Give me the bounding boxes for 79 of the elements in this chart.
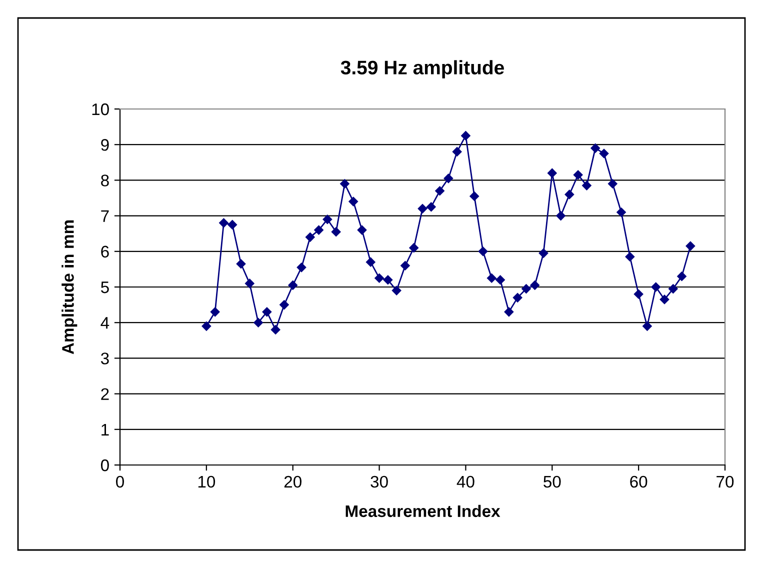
point — [686, 241, 696, 251]
point — [383, 275, 393, 285]
point — [470, 192, 479, 201]
x-tick-label: 70 — [716, 476, 734, 488]
point — [366, 257, 376, 267]
point — [651, 282, 660, 292]
point — [642, 322, 652, 331]
x-tick-label: 50 — [544, 476, 561, 488]
point — [573, 170, 583, 180]
point — [296, 262, 306, 272]
y-tick-label: 8 — [101, 174, 109, 186]
y-tick-label: 6 — [101, 246, 109, 258]
point — [392, 286, 402, 296]
point — [340, 179, 350, 188]
point — [478, 246, 488, 256]
point — [435, 186, 444, 196]
point — [512, 293, 522, 302]
point — [548, 168, 557, 178]
point — [236, 259, 246, 268]
y-tick-label: 4 — [100, 317, 110, 329]
y-tick-label: 1 — [102, 424, 109, 436]
point — [331, 227, 341, 236]
point — [306, 232, 315, 242]
point — [452, 147, 462, 156]
y-axis-title: Amplitude in mm — [62, 220, 78, 354]
y-tick-label: 3 — [100, 352, 109, 364]
point — [608, 179, 618, 188]
point — [219, 218, 228, 228]
point — [556, 211, 566, 220]
chart-title: 3.59 Hz amplitude — [340, 60, 504, 78]
y-tick-label: 5 — [100, 282, 109, 294]
point — [530, 280, 540, 290]
point — [357, 225, 367, 235]
point — [582, 180, 592, 190]
point — [590, 144, 600, 153]
point — [625, 252, 635, 262]
point — [254, 318, 263, 328]
point — [426, 202, 436, 212]
point — [202, 322, 212, 331]
y-tick-label: 10 — [92, 103, 109, 116]
x-tick-label: 20 — [284, 476, 302, 488]
point — [348, 196, 358, 206]
point — [487, 273, 496, 283]
x-tick-label: 10 — [198, 476, 216, 488]
point — [400, 261, 410, 270]
point — [288, 280, 298, 290]
x-tick-label: 0 — [116, 476, 124, 488]
point — [668, 284, 678, 294]
point — [496, 275, 505, 285]
point — [538, 248, 548, 258]
x-tick-label: 60 — [630, 476, 648, 488]
point — [660, 294, 670, 304]
y-tick-label: 2 — [101, 388, 109, 400]
point — [504, 307, 514, 317]
point — [409, 243, 418, 252]
point — [634, 289, 644, 299]
point — [245, 278, 254, 288]
point — [270, 325, 280, 334]
point — [228, 220, 237, 230]
point — [262, 307, 272, 317]
point — [564, 190, 574, 200]
point — [418, 204, 428, 214]
point — [444, 174, 454, 184]
point — [522, 284, 531, 294]
x-tick-label: 40 — [456, 476, 474, 488]
point — [677, 272, 686, 281]
x-axis-title: Measurement Index — [346, 504, 500, 518]
point — [599, 148, 609, 158]
point — [374, 273, 384, 283]
point — [322, 214, 332, 224]
point — [210, 307, 220, 317]
y-tick-label: 7 — [101, 210, 109, 222]
y-tick-label: 9 — [101, 139, 109, 151]
y-tick-label: 0 — [100, 459, 109, 472]
x-tick-label: 30 — [370, 476, 388, 488]
point — [280, 300, 289, 310]
point — [616, 208, 626, 217]
point — [314, 225, 324, 235]
point — [461, 131, 470, 140]
